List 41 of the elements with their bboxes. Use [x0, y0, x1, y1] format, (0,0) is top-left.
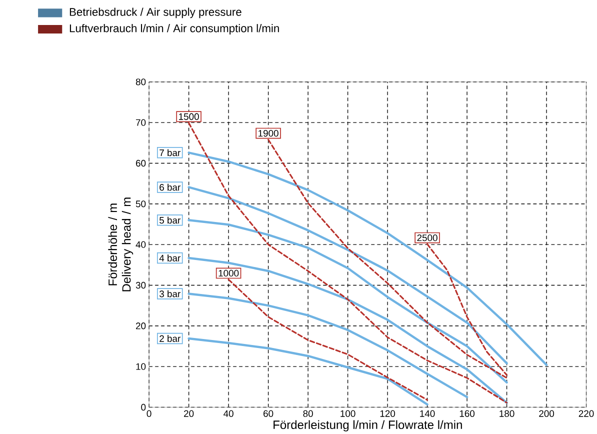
x-axis-title: Förderleistung l/min / Flowrate l/min [274, 420, 462, 432]
y-tick-label: 50 [136, 200, 146, 208]
series-label: 5 bar [160, 216, 180, 224]
y-tick-label: 80 [136, 78, 146, 86]
line-series [188, 337, 428, 406]
series-label: 3 bar [160, 290, 180, 298]
x-tick-label: 80 [303, 410, 313, 417]
y-tick-label: 20 [136, 322, 146, 330]
x-tick-label: 20 [184, 410, 194, 417]
x-tick-label: 60 [264, 410, 274, 417]
x-tick-label: 200 [539, 410, 554, 417]
series-label: 2 bar [160, 334, 180, 342]
x-tick-label: 140 [420, 410, 435, 417]
y-tick-label: 60 [136, 160, 146, 166]
x-tick-label: 160 [460, 410, 475, 417]
y-tick-label: 40 [136, 241, 146, 248]
line-series [188, 186, 508, 364]
series-label: 2500 [417, 234, 438, 242]
y-tick-label: 10 [136, 363, 146, 370]
y-tick-label: 70 [136, 119, 146, 126]
line-series [188, 151, 548, 366]
x-tick-label: 220 [578, 410, 594, 417]
series-label: 4 bar [159, 254, 180, 262]
x-tick-label: 0 [146, 410, 152, 417]
text: Luftverbrauch l/min / Air consumption l/min [70, 24, 279, 34]
line-series [188, 218, 508, 384]
series-label: 6 bar [160, 184, 180, 191]
series-label: 1900 [258, 130, 278, 136]
y-axis-title: Förderhöhe / m Delivery head / m [108, 198, 134, 292]
x-tick-label: 180 [500, 410, 514, 417]
y-tick-label: 30 [136, 282, 146, 288]
series-label: 1500 [179, 113, 199, 120]
text: Betriebsdruck / Air supply pressure [70, 8, 242, 18]
line-series [188, 292, 468, 398]
y-tick-label: 0 [141, 404, 146, 410]
line-series [188, 256, 508, 404]
x-tick-label: 40 [224, 410, 234, 417]
x-tick-label: 100 [340, 410, 356, 417]
series-label: 1000 [218, 270, 239, 276]
x-tick-label: 120 [380, 410, 396, 417]
series-label: 7 bar [160, 149, 180, 156]
